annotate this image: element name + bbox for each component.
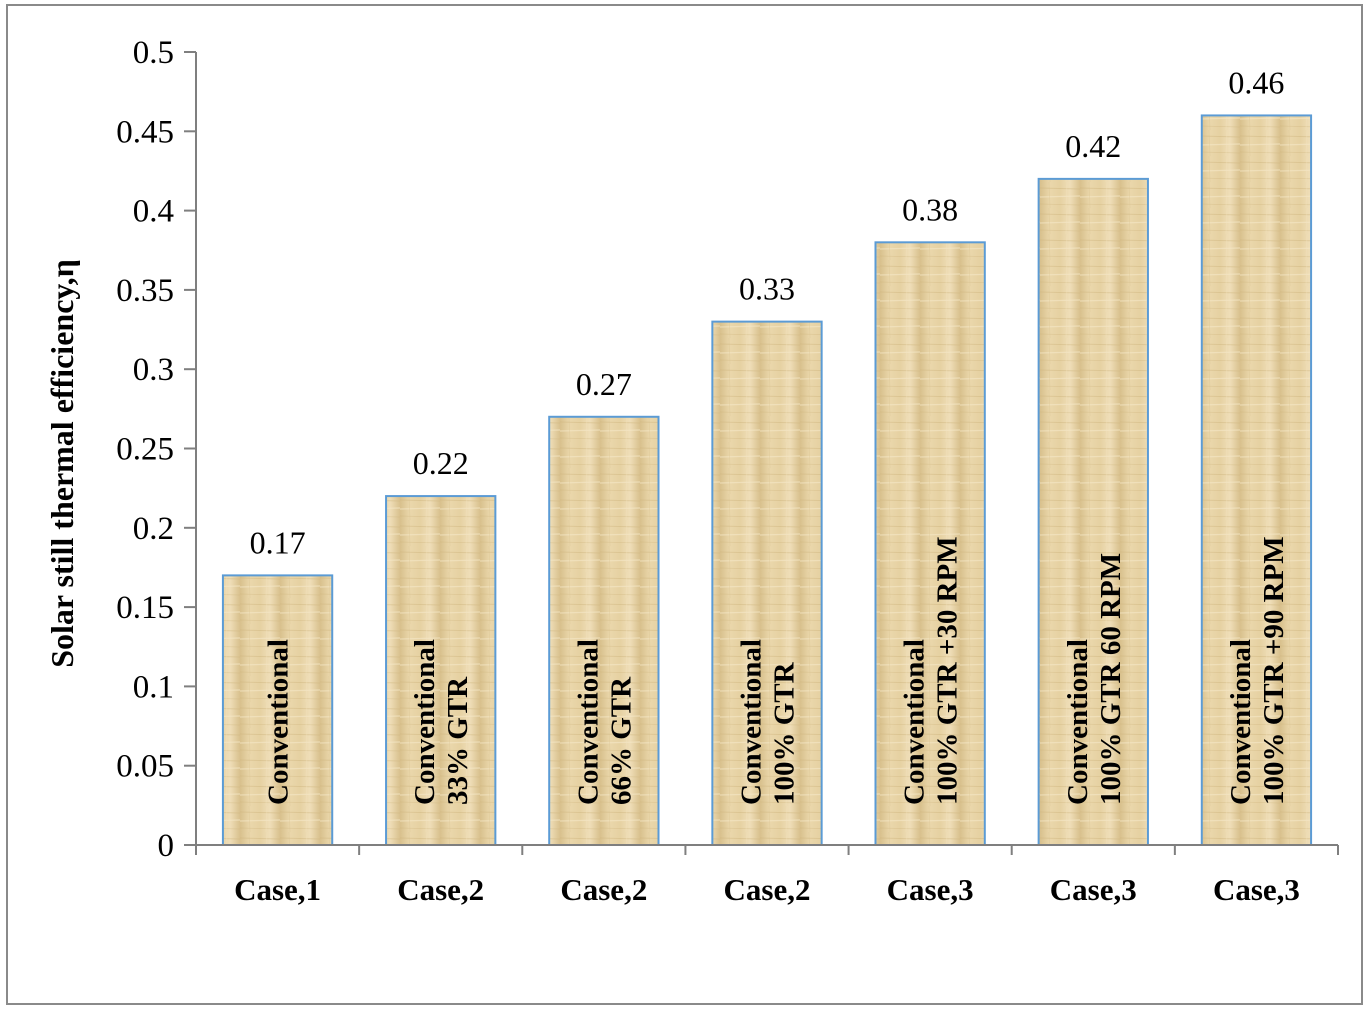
x-tick-label: Case,2 <box>724 872 811 907</box>
data-label: 0.46 <box>1228 64 1284 100</box>
x-tick-label: Case,3 <box>887 872 974 907</box>
y-tick-label: 0.1 <box>133 669 174 705</box>
labels-layer: 0 0.05 0.1 0.15 0.2 0.25 0.3 0.35 0.4 0.45 0.5 0.17… <box>44 35 1300 907</box>
bar-annotation: 66% GTR <box>605 676 637 805</box>
bar-annotation: Conventional <box>1062 639 1094 805</box>
bar-annotation: Conventional <box>736 639 768 805</box>
x-tick-label: Case,2 <box>560 872 647 907</box>
bar-annotation: 33% GTR <box>442 676 474 805</box>
data-label: 0.17 <box>250 524 306 560</box>
y-tick-label: 0 <box>158 828 175 864</box>
y-tick-label: 0.25 <box>116 432 174 468</box>
bar <box>711 320 823 846</box>
bar-annotation: Conventional <box>899 639 931 805</box>
bar <box>874 241 986 846</box>
y-tick-label: 0.2 <box>133 511 174 547</box>
bar <box>1200 114 1313 846</box>
y-tick-label: 0.3 <box>133 352 174 388</box>
y-axis-title: Solar still thermal efficiency,η <box>44 259 80 668</box>
y-tick-label: 0.35 <box>116 273 174 309</box>
axes-layer <box>184 51 1339 855</box>
data-label: 0.42 <box>1065 128 1121 164</box>
bar-annotation: Conventional <box>409 639 441 805</box>
x-tick-label: Case,2 <box>397 872 484 907</box>
data-label: 0.33 <box>739 271 795 307</box>
bar-annotation: 100% GTR <box>769 661 801 805</box>
bar-annotation: 100% GTR +90 RPM <box>1258 536 1290 805</box>
bar-annotation: Conventional <box>572 639 604 805</box>
bar <box>548 415 660 846</box>
y-tick-label: 0.45 <box>116 114 174 150</box>
bar <box>221 574 334 846</box>
bar-annotation: Conventional <box>263 639 295 805</box>
bar-annotation: 100% GTR 60 RPM <box>1095 553 1127 805</box>
y-tick-label: 0.4 <box>133 194 174 230</box>
y-tick-label: 0.05 <box>116 749 174 785</box>
x-tick-label: Case,3 <box>1050 872 1137 907</box>
x-tick-label: Case,1 <box>234 872 321 907</box>
data-label: 0.22 <box>413 445 469 481</box>
y-tick-label: 0.5 <box>133 35 174 71</box>
y-tick-label: 0.15 <box>116 590 174 626</box>
data-label: 0.38 <box>902 191 958 227</box>
data-label: 0.27 <box>576 366 632 402</box>
bar <box>385 495 497 846</box>
bars-layer <box>221 114 1313 846</box>
bar-annotation: Conventional <box>1225 639 1257 805</box>
bar-annotation: 100% GTR +30 RPM <box>932 536 964 805</box>
x-tick-label: Case,3 <box>1213 872 1300 907</box>
